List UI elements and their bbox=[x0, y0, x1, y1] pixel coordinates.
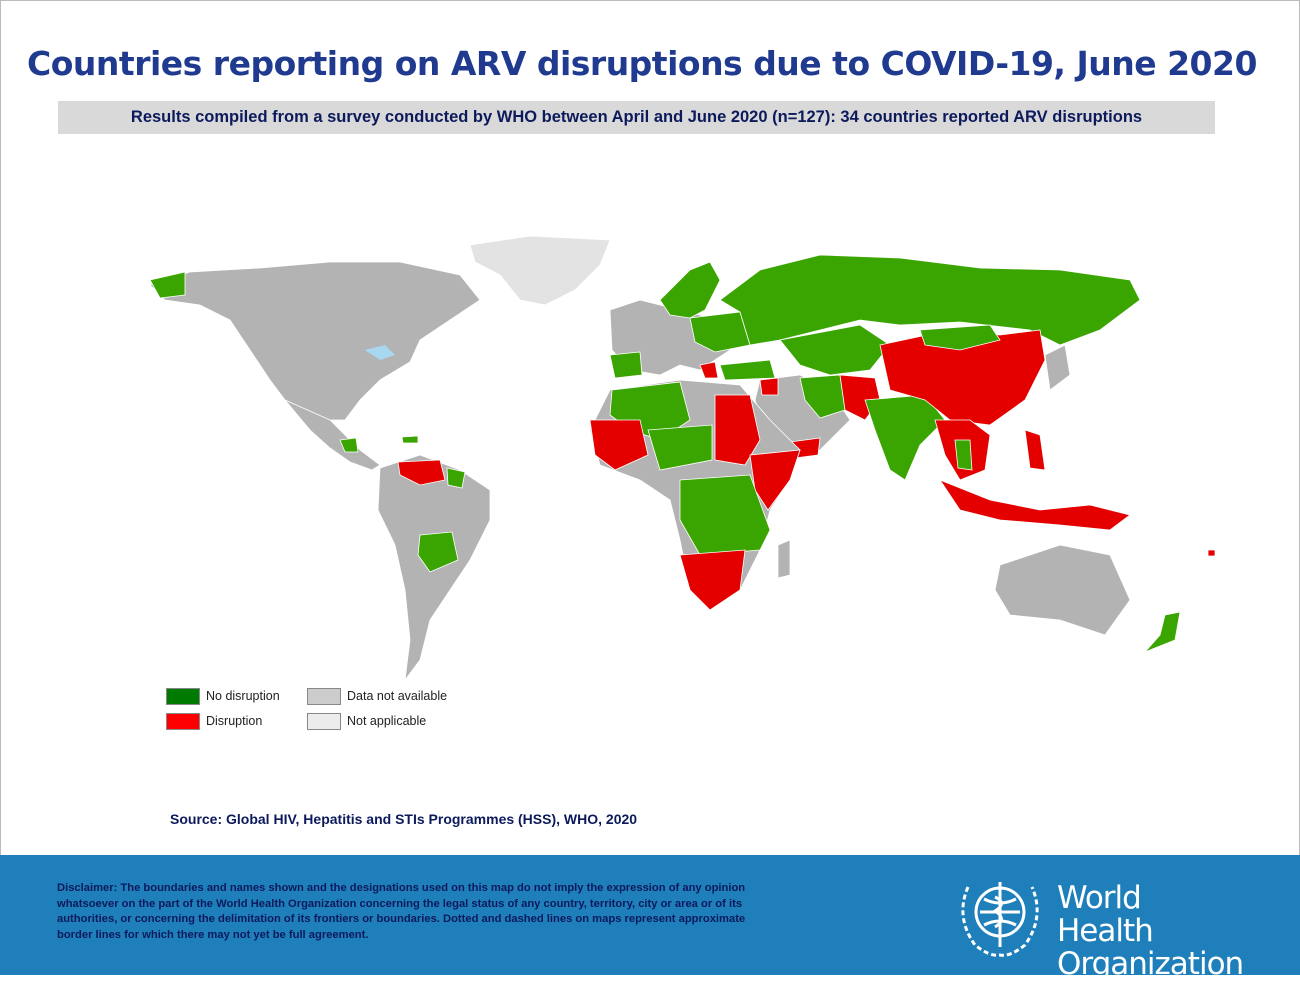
region-west-africa-red bbox=[589, 419, 649, 471]
region-madagascar bbox=[777, 539, 791, 579]
legend-label: Not applicable bbox=[347, 713, 427, 728]
region-greece bbox=[699, 361, 719, 379]
who-emblem-icon bbox=[961, 882, 1039, 957]
legend-label: Disruption bbox=[206, 713, 263, 728]
region-egypt-sudan bbox=[714, 394, 761, 466]
region-india bbox=[864, 394, 946, 481]
footer-bar: Disclaimer: The boundaries and names sho… bbox=[0, 855, 1300, 981]
region-thailand bbox=[954, 439, 973, 471]
region-fiji bbox=[1207, 549, 1216, 557]
region-bolivia bbox=[417, 531, 459, 573]
region-mexico-central-america bbox=[284, 399, 381, 471]
page-title: Countries reporting on ARV disruptions d… bbox=[27, 44, 1257, 83]
who-logo-line1: World Health bbox=[1057, 880, 1154, 949]
region-scandinavia bbox=[659, 261, 721, 319]
legend-no-disruption: No disruption bbox=[166, 688, 280, 705]
region-north-america bbox=[149, 261, 481, 421]
region-eastern-europe bbox=[689, 311, 751, 353]
region-indonesia bbox=[938, 479, 1131, 531]
legend-swatch bbox=[166, 688, 200, 705]
region-great-lakes bbox=[365, 345, 395, 360]
region-new-zealand bbox=[1144, 611, 1181, 653]
who-logo: World Health Organization bbox=[950, 867, 1244, 981]
region-greenland bbox=[469, 235, 611, 306]
region-spain bbox=[609, 351, 643, 379]
source-note: Source: Global HIV, Hepatitis and STIs P… bbox=[170, 811, 638, 827]
region-central-africa-green bbox=[679, 474, 771, 556]
region-southern-africa-red bbox=[679, 549, 746, 611]
region-turkey bbox=[719, 359, 776, 381]
region-syria bbox=[759, 377, 779, 396]
region-ethiopia-somalia bbox=[749, 449, 801, 511]
region-iran bbox=[799, 374, 846, 419]
region-guatemala bbox=[339, 437, 359, 453]
legend-data-not-available: Data not available bbox=[307, 688, 447, 705]
region-alaska bbox=[149, 271, 186, 299]
region-kazakhstan-central-asia bbox=[779, 324, 891, 376]
region-guyana-suriname bbox=[446, 467, 466, 489]
region-philippines bbox=[1024, 429, 1046, 471]
subtitle-banner: Results compiled from a survey conducted… bbox=[58, 101, 1215, 134]
legend-swatch bbox=[166, 713, 200, 730]
legend-label: No disruption bbox=[206, 688, 280, 703]
who-logo-text: World Health Organization bbox=[1057, 880, 1244, 982]
region-mongolia bbox=[919, 324, 1001, 351]
region-venezuela bbox=[397, 459, 446, 486]
disclaimer-text: Disclaimer: The boundaries and names sho… bbox=[57, 882, 746, 941]
region-sahel-green bbox=[647, 424, 713, 471]
legend-swatch bbox=[307, 713, 341, 730]
legend-not-applicable: Not applicable bbox=[307, 713, 426, 730]
legend-label: Data not available bbox=[347, 688, 448, 703]
legend-disruption: Disruption bbox=[166, 713, 262, 730]
region-dominican-republic bbox=[401, 435, 419, 444]
region-australia bbox=[994, 544, 1131, 636]
legend-swatch bbox=[307, 688, 341, 705]
who-logo-line2: Organization bbox=[1057, 946, 1244, 982]
region-japan-korea bbox=[1044, 344, 1071, 391]
